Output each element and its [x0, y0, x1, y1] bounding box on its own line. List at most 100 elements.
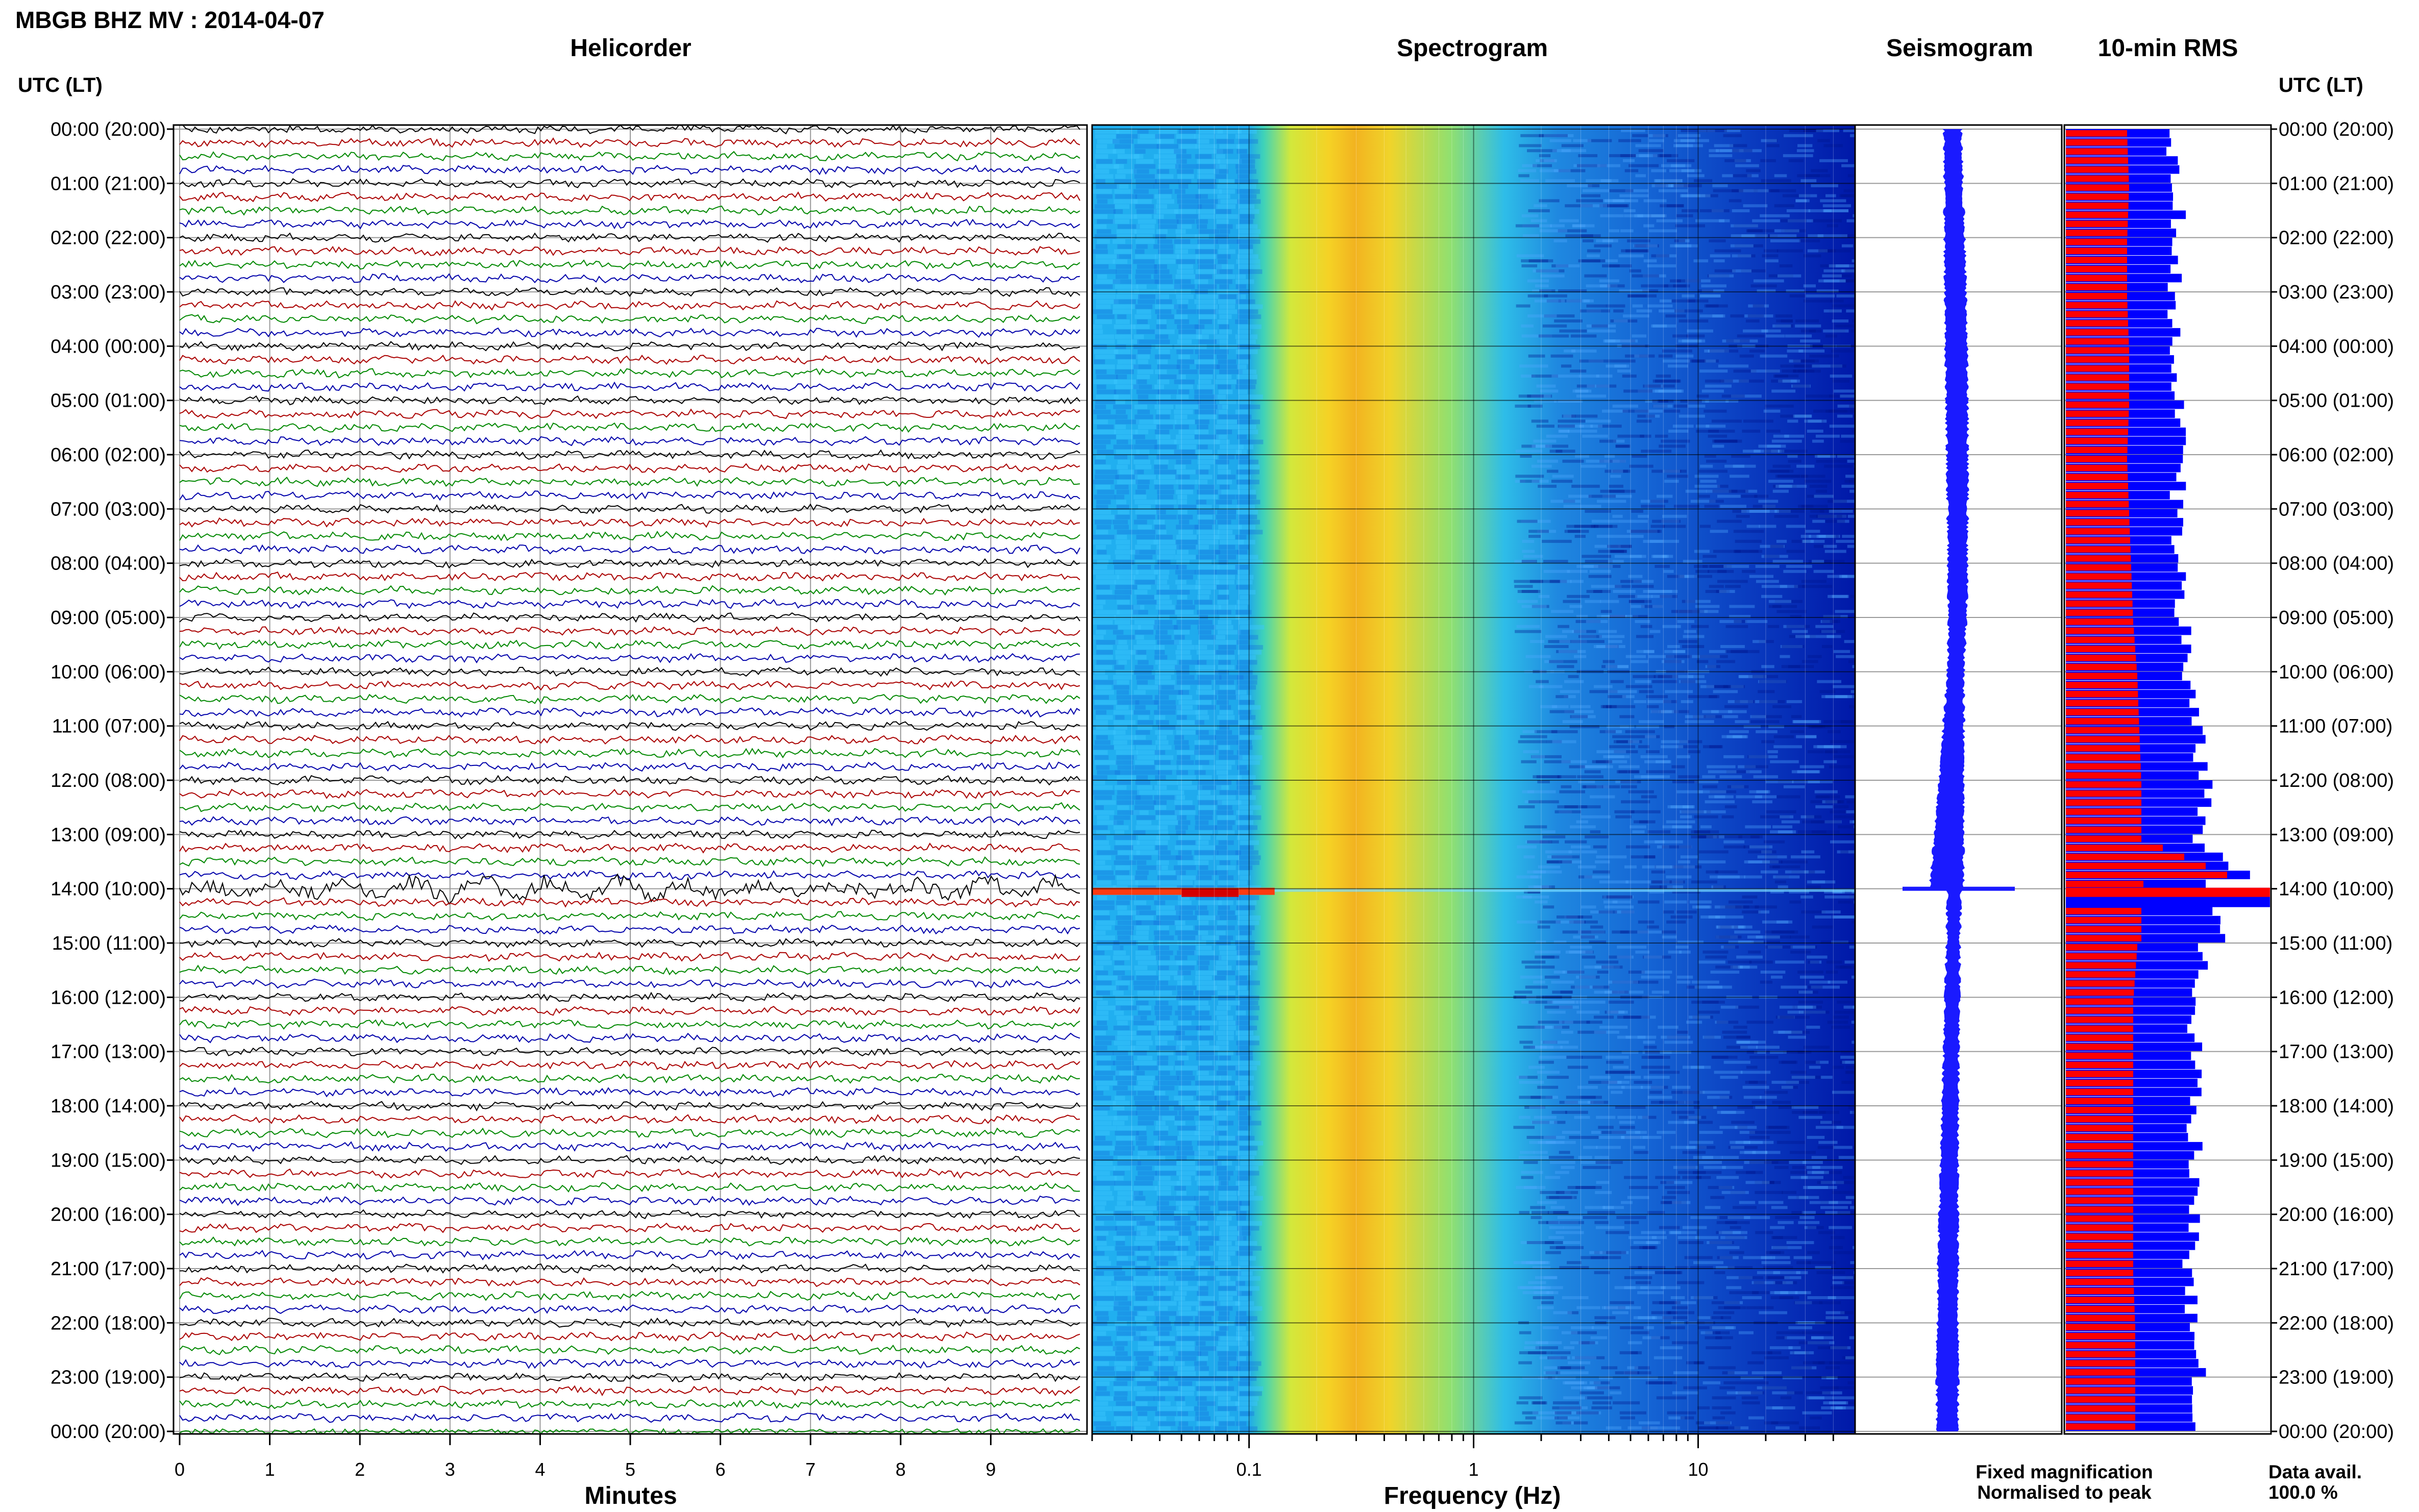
spectrogram-cell: [1156, 1121, 1166, 1126]
spectrogram-cell: [1628, 294, 1647, 298]
spectrogram-cell: [1116, 439, 1128, 444]
spectrogram-cell: [1178, 1000, 1197, 1005]
spectrogram-cell: [1576, 1306, 1601, 1309]
spectrogram-cell: [1826, 960, 1842, 964]
spectrogram-cell: [1709, 274, 1734, 278]
spectrogram-cell: [1636, 635, 1654, 638]
spectrogram-cell: [1652, 154, 1671, 158]
spectrogram-cell: [1714, 1071, 1743, 1074]
spectrogram-cell: [1155, 394, 1171, 400]
spectrogram-cell: [1641, 1065, 1670, 1069]
spectrogram-cell: [1096, 1316, 1109, 1321]
spectrogram-cell: [1825, 194, 1836, 197]
spectrogram-cell: [1238, 264, 1261, 269]
spectrogram-cell: [1117, 610, 1139, 615]
spectrogram-cell: [1754, 700, 1778, 703]
spectrogram-cell: [1177, 860, 1199, 865]
spectrogram-cell: [1550, 1206, 1565, 1209]
spectrogram-cell: [1810, 1416, 1822, 1420]
spectrogram-cell: [1820, 199, 1846, 203]
spectrogram-cell: [1569, 1135, 1599, 1139]
spectrogram-cell: [1534, 885, 1552, 889]
spectrogram-cell: [1620, 1416, 1636, 1420]
spectrogram-cell: [1136, 179, 1157, 184]
spectrogram-cell: [1236, 1326, 1246, 1331]
spectrogram-cell: [1658, 675, 1672, 678]
spectrogram-cell: [1748, 755, 1778, 758]
spectrogram-cell: [1663, 569, 1674, 573]
spectrogram-cell: [1217, 920, 1227, 925]
spectrogram-cell: [1837, 404, 1855, 408]
spectrogram-cell: [1518, 740, 1547, 743]
spectrogram-cell: [1096, 735, 1108, 740]
spectrogram-cell: [1584, 875, 1610, 879]
spectrogram-cell: [1096, 1386, 1107, 1391]
spectrogram-cell: [1157, 379, 1170, 384]
spectrogram-cell: [1717, 569, 1734, 573]
spectrogram-cell: [1545, 444, 1569, 448]
spectrogram-cell: [1752, 505, 1776, 508]
spectrogram-cell: [1216, 730, 1232, 735]
spectrogram-cell: [1136, 1141, 1147, 1146]
spectrogram-cell: [1848, 850, 1855, 854]
spectrogram-cell: [1667, 575, 1685, 578]
spectrogram-cell: [1237, 1176, 1248, 1181]
spectrogram-cell: [1154, 1166, 1174, 1171]
spectrogram-cell: [1115, 590, 1132, 595]
spectrogram-cell: [1217, 129, 1242, 134]
spectrogram-cell: [1157, 1246, 1180, 1251]
spectrogram-cell: [1095, 1226, 1117, 1231]
spectrogram-cell: [1114, 825, 1129, 830]
spectrogram-cell: [1660, 179, 1681, 183]
spectrogram-cell: [1754, 1281, 1765, 1284]
spectrogram-cell: [1094, 600, 1106, 605]
spectrogram-cell: [1807, 249, 1828, 253]
spectrogram-cell: [1134, 1251, 1151, 1256]
spectrogram-cell: [1559, 640, 1570, 643]
spectrogram-cell: [1605, 199, 1624, 203]
spectrogram-cell: [1097, 314, 1115, 319]
spectrogram-cell: [1815, 434, 1840, 438]
spectrogram-cell: [1158, 820, 1178, 825]
spectrogram-cell: [1199, 996, 1212, 1001]
spectrogram-cell: [1605, 645, 1619, 648]
spectrogram-cell: [1240, 1411, 1254, 1416]
spectrogram-cell: [1627, 294, 1657, 298]
spectrogram-cell: [1154, 354, 1171, 359]
spectrogram-cell: [1197, 905, 1207, 910]
spectrogram-cell: [1840, 439, 1855, 443]
spectrogram-cell: [1114, 429, 1138, 434]
spectrogram-cell: [1176, 619, 1200, 625]
spectrogram-cell: [1567, 594, 1590, 598]
spectrogram-cell: [1219, 494, 1236, 500]
helicorder-trace: [179, 314, 1080, 325]
spectrogram-cell: [1578, 780, 1595, 783]
spectrogram-cell: [1240, 154, 1261, 159]
spectrogram-cell: [1137, 1090, 1154, 1096]
spectrogram-cell: [1219, 1226, 1242, 1231]
spectrogram-cell: [1198, 199, 1221, 204]
spectrogram-cell: [1097, 1021, 1107, 1026]
spectrogram-cell: [1664, 1186, 1685, 1189]
spectrogram-cell: [1117, 154, 1140, 159]
spectrogram-cell: [1115, 1246, 1140, 1251]
spectrogram-cell: [1600, 600, 1619, 603]
spectrogram-cell: [1770, 234, 1797, 238]
spectrogram-cell: [1519, 1151, 1535, 1154]
spectrogram-cell: [1672, 1201, 1691, 1204]
spectrogram-cell: [1575, 389, 1589, 393]
spectrogram-cell: [1773, 875, 1800, 879]
spectrogram-cell: [1195, 1005, 1211, 1010]
spectrogram-cell: [1710, 1196, 1725, 1199]
spectrogram-cell: [1828, 1296, 1855, 1299]
spectrogram-cell: [1219, 444, 1244, 450]
helicorder-trace: [179, 422, 1080, 433]
spectrogram-cell: [1093, 785, 1113, 790]
spectrogram-cell: [1117, 1316, 1135, 1321]
spectrogram-cell: [1659, 710, 1689, 713]
right-time-axis-label: UTC (LT): [2279, 74, 2363, 96]
spectrogram-cell: [1196, 505, 1212, 510]
spectrogram-cell: [1811, 1336, 1834, 1340]
spectrogram-cell: [1196, 1256, 1211, 1261]
spectrogram-cell: [1840, 720, 1855, 724]
